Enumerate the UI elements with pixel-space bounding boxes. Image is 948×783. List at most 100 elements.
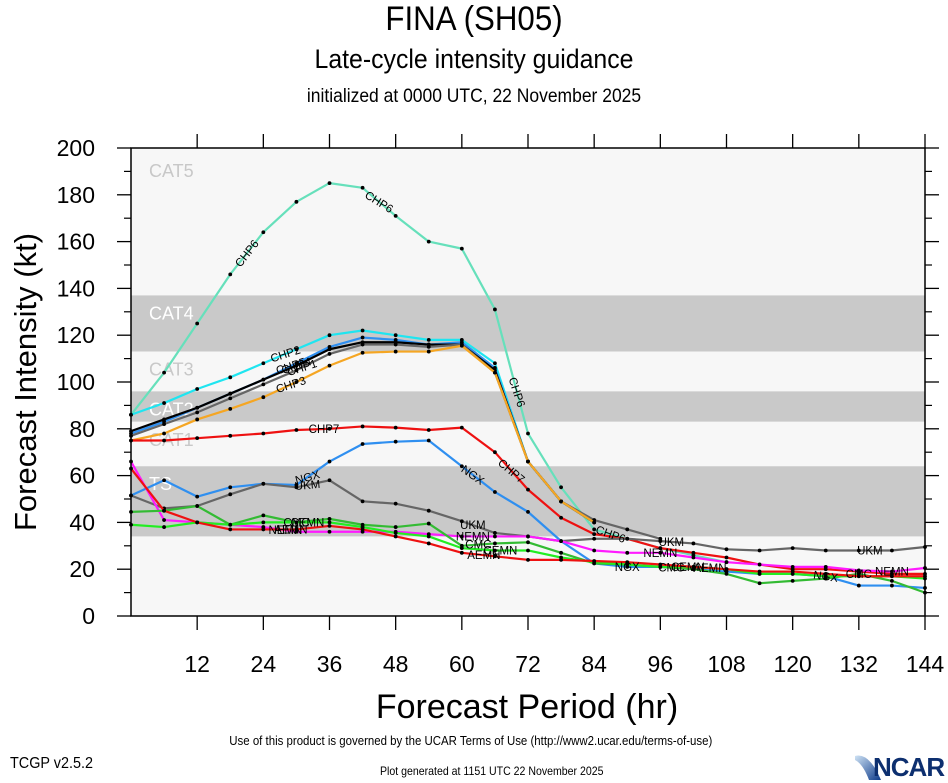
data-point-ngx [228, 485, 233, 490]
y-tick-label: 40 [69, 509, 95, 535]
band-cat5 [131, 148, 925, 296]
data-point-chp3 [294, 380, 299, 384]
band-ts [131, 466, 925, 537]
data-point-chp2 [228, 375, 233, 380]
data-point-aemn [393, 534, 398, 539]
init-time: initialized at 0000 UTC, 22 November 202… [306, 86, 642, 107]
data-point-ukm [261, 481, 266, 486]
series-label-ngx: NGX [615, 562, 640, 574]
data-point-nemn [724, 560, 729, 565]
data-point-ngx [393, 439, 398, 444]
data-point-aemn [162, 508, 166, 513]
data-point-aemn [294, 527, 299, 532]
series-label-nemn: NEMN [268, 525, 302, 537]
data-point-chp2 [294, 347, 299, 352]
data-point-chp6 [526, 431, 530, 436]
terms-of-use[interactable]: Use of this product is governed by the U… [229, 733, 713, 748]
series-label-cemn: CEMN [671, 562, 705, 574]
data-point-aemn [195, 520, 200, 525]
data-point-chp1 [360, 342, 365, 347]
data-point-nemn [658, 550, 663, 555]
data-point-chp6 [162, 370, 166, 375]
data-point-nemn [459, 534, 464, 539]
x-tick-label: 96 [648, 651, 674, 677]
data-point-ukm [757, 548, 762, 553]
data-point-chp2 [195, 387, 200, 391]
data-point-chp7 [195, 436, 200, 441]
data-point-cmc [724, 571, 729, 576]
data-point-chp6 [195, 321, 200, 326]
data-point-chp4 [294, 363, 299, 368]
data-point-nemn [856, 568, 861, 573]
series-label-ukm: UKM [294, 479, 321, 493]
data-point-chp6 [559, 485, 563, 490]
data-point-cmc [493, 541, 497, 546]
data-point-aemn [261, 527, 266, 532]
data-point-aemn [459, 550, 464, 555]
data-point-chp6 [393, 213, 398, 218]
data-point-chp2 [261, 361, 266, 366]
data-point-chp3 [426, 349, 431, 354]
data-point-chp1 [162, 422, 166, 427]
data-point-ngx [493, 490, 497, 494]
data-point-ukm [658, 539, 663, 544]
series-label-aemn: AEMN [274, 524, 307, 536]
data-point-chp7 [658, 546, 663, 551]
data-point-cmc [426, 521, 431, 526]
data-point-ukm [228, 492, 233, 497]
y-axis-label: Forecast Intensity (kt) [8, 233, 43, 531]
band-label-cat3: CAT3 [149, 360, 194, 380]
data-point-ukm [592, 536, 597, 541]
series-label-ukm: UKM [460, 520, 486, 532]
data-point-chp2 [393, 333, 398, 338]
series-label-ukm: UKM [857, 545, 883, 557]
data-point-aemn [228, 527, 233, 532]
data-point-cemn [261, 520, 266, 525]
data-point-cemn [228, 522, 233, 527]
data-point-ngx [426, 438, 431, 443]
data-point-chp1 [393, 342, 398, 347]
data-point-chp2 [493, 361, 497, 366]
data-point-chp7 [261, 431, 266, 436]
data-point-nemn [526, 534, 530, 539]
data-point-aemn [658, 562, 663, 567]
chart-title: FINA (SH05) [385, 0, 563, 38]
x-tick-label: 84 [581, 651, 607, 677]
data-point-ngx [162, 478, 166, 483]
data-point-chp1 [195, 410, 200, 415]
data-point-aemn [890, 574, 894, 579]
x-tick-label: 48 [383, 651, 409, 677]
data-point-aemn [592, 559, 597, 563]
series-label-ngx: NGX [812, 570, 839, 585]
data-point-chp7 [592, 532, 597, 536]
data-point-chp4 [162, 417, 166, 422]
data-point-chp7 [459, 425, 464, 430]
y-tick-label: 0 [82, 603, 95, 629]
data-point-chp6 [459, 246, 464, 251]
x-axis-label: Forecast Period (hr) [376, 688, 678, 726]
x-tick-label: 108 [707, 651, 745, 677]
data-point-cmc [261, 513, 266, 518]
data-point-chp7 [724, 555, 729, 560]
x-tick-label: 36 [317, 651, 343, 677]
data-point-chp2 [360, 328, 365, 333]
data-point-nemn [559, 539, 563, 544]
data-point-chp1 [228, 396, 233, 401]
data-point-aemn [360, 527, 365, 532]
data-point-chp5 [360, 335, 365, 340]
data-point-cemn [493, 548, 497, 553]
data-point-nemn [162, 518, 166, 522]
data-point-cmc [757, 581, 762, 586]
series-label-aemn: AEMN [693, 563, 726, 575]
data-point-ukm [823, 548, 828, 553]
y-tick-label: 20 [69, 556, 95, 582]
data-point-aemn [559, 557, 563, 562]
generated-time: Plot generated at 1151 UTC 22 November 2… [380, 764, 604, 778]
data-point-ukm [890, 548, 894, 553]
data-point-aemn [823, 571, 828, 576]
data-point-chp4 [195, 405, 200, 410]
y-tick-label: 60 [69, 463, 95, 489]
data-point-aemn [691, 564, 696, 569]
data-point-chp6 [228, 272, 233, 277]
data-point-chp6 [261, 230, 266, 235]
